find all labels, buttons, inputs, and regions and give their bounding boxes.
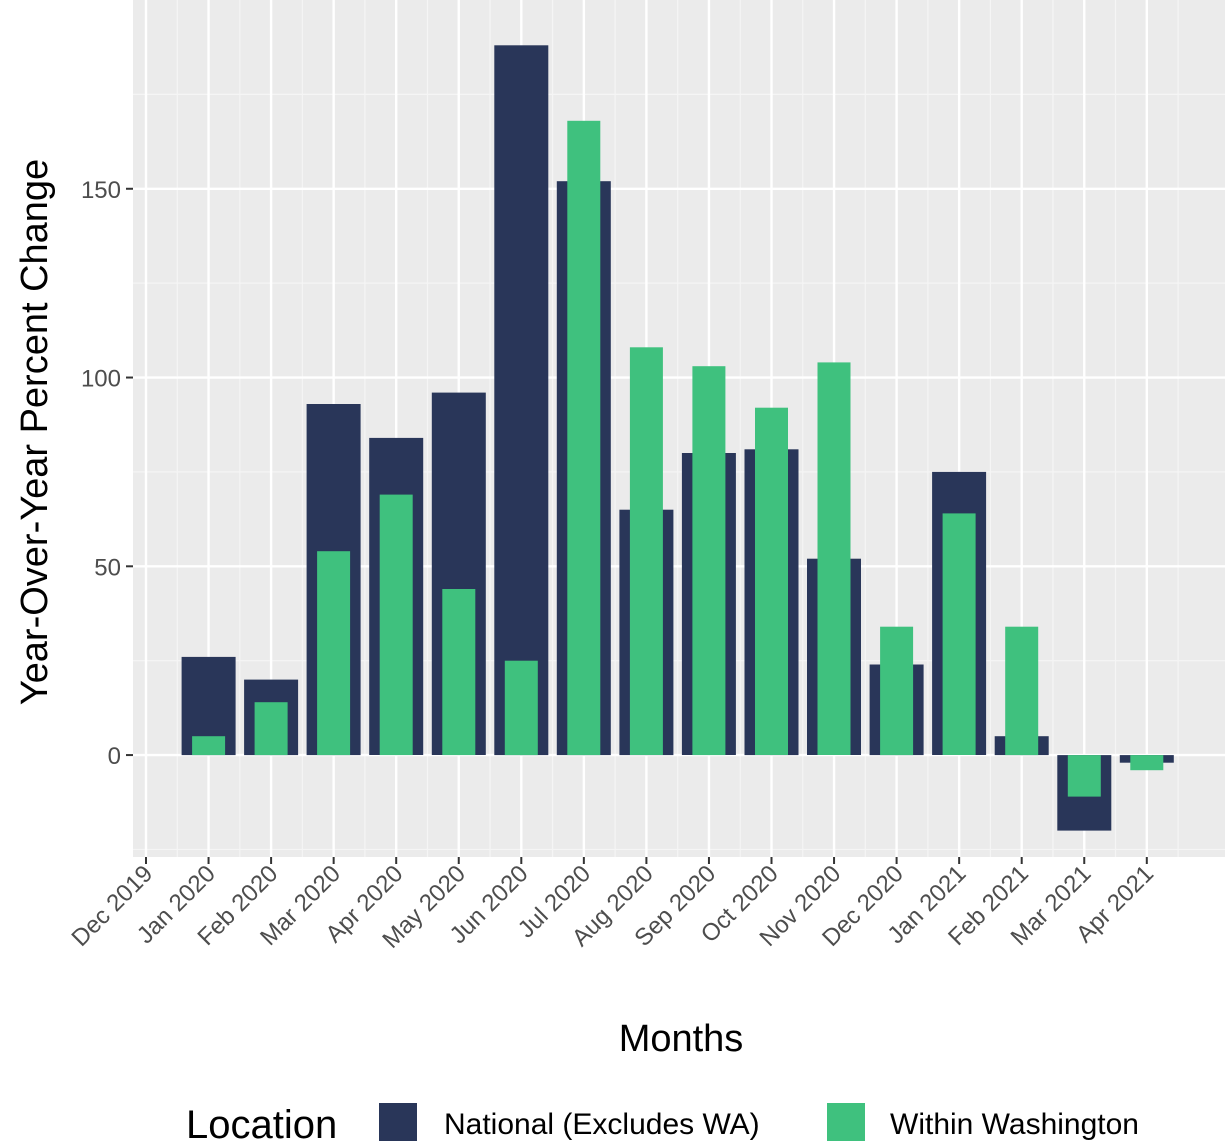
grid-minor: [133, 0, 1225, 857]
y-tick-label: 150: [81, 177, 121, 204]
bar-washington-10: [755, 407, 788, 755]
bar-washington-3: [317, 551, 351, 756]
bar-washington-11: [817, 362, 851, 755]
bar-washington-12: [880, 626, 914, 756]
y-tick-label: 50: [94, 554, 121, 581]
bar-washington-16: [1130, 755, 1164, 771]
bar-washington-4: [379, 494, 413, 756]
y-tick-label: 100: [81, 366, 121, 393]
bar-washington-15: [1067, 755, 1101, 797]
bar-washington-9: [692, 366, 726, 756]
bar-washington-8: [629, 347, 663, 755]
x-axis-title: Months: [619, 1018, 744, 1060]
bars: [181, 45, 1174, 831]
y-tick-label: 0: [108, 743, 121, 770]
legend: Location National (Excludes WA) Within W…: [186, 1103, 1139, 1146]
legend-label-washington: Within Washington: [890, 1108, 1139, 1141]
bar-washington-2: [254, 702, 288, 756]
bar-washington-13: [942, 513, 976, 755]
bar-washington-6: [504, 660, 538, 756]
legend-label-national: National (Excludes WA): [444, 1108, 760, 1141]
legend-swatch-washington: [827, 1103, 865, 1141]
bar-washington-14: [1005, 626, 1039, 756]
legend-swatch-national: [379, 1103, 417, 1141]
y-axis-title: Year-Over-Year Percent Change: [14, 159, 56, 705]
y-axis: 0 50 100 150: [81, 177, 133, 770]
legend-title: Location: [186, 1103, 337, 1146]
bar-washington-5: [442, 589, 476, 756]
bar-national-6: [494, 45, 549, 756]
bar-washington-7: [567, 120, 601, 756]
bar-washington-1: [192, 736, 226, 756]
